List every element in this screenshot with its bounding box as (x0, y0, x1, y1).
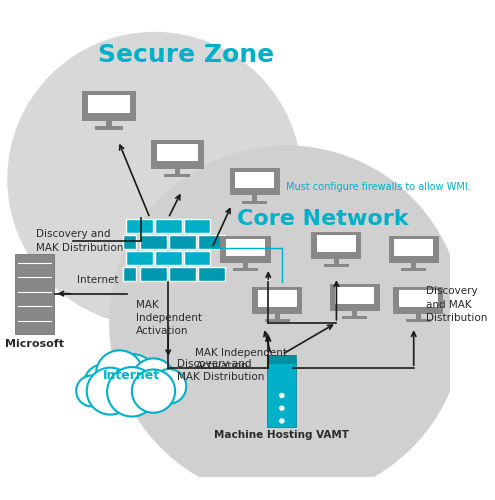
Text: Discovery
and MAK
Distribution: Discovery and MAK Distribution (426, 286, 487, 323)
Bar (258, 290, 297, 306)
Bar (155, 219, 182, 233)
Circle shape (279, 406, 285, 411)
Bar (352, 311, 357, 316)
Bar (394, 239, 433, 256)
Circle shape (132, 358, 175, 402)
Bar (252, 286, 302, 314)
Circle shape (84, 364, 124, 405)
Bar (123, 235, 136, 249)
Bar (416, 314, 421, 319)
Bar (342, 316, 367, 319)
Text: Core Network: Core Network (237, 209, 408, 229)
Text: Secure Zone: Secure Zone (99, 42, 274, 66)
Bar (15, 254, 53, 334)
Circle shape (76, 376, 107, 406)
Bar (265, 319, 290, 322)
Bar (334, 259, 339, 264)
Text: Machine Hosting VAMT: Machine Hosting VAMT (214, 430, 349, 440)
Circle shape (87, 368, 134, 414)
Text: MAK Independent
Activation: MAK Independent Activation (196, 348, 288, 372)
Bar (242, 200, 267, 203)
Circle shape (107, 367, 156, 416)
Circle shape (109, 146, 464, 500)
Circle shape (7, 32, 302, 326)
Bar (220, 236, 270, 262)
Text: Discovery and
MAK Distribution: Discovery and MAK Distribution (36, 230, 124, 252)
Bar (233, 268, 258, 271)
Bar (267, 354, 297, 364)
Circle shape (132, 370, 175, 413)
Bar (235, 172, 274, 188)
Bar (198, 267, 225, 281)
Bar (106, 121, 112, 126)
Bar (164, 174, 191, 177)
Text: Internet: Internet (103, 369, 160, 382)
Circle shape (96, 350, 143, 398)
Bar (393, 286, 443, 314)
Bar (226, 239, 265, 256)
Bar (169, 267, 196, 281)
Text: Must configure firewalls to allow WMI.: Must configure firewalls to allow WMI. (287, 182, 471, 192)
Bar (275, 314, 280, 319)
Bar (140, 235, 167, 249)
Bar (126, 219, 153, 233)
Bar (311, 232, 361, 259)
Circle shape (104, 354, 160, 410)
Bar (230, 168, 280, 196)
Bar (184, 219, 210, 233)
Bar (155, 251, 182, 265)
Bar (184, 251, 210, 265)
Bar (82, 92, 137, 121)
Circle shape (279, 418, 285, 424)
Bar (123, 267, 136, 281)
Bar (252, 196, 257, 200)
Bar (169, 235, 196, 249)
Bar (335, 287, 374, 304)
Bar (126, 251, 153, 265)
Bar (198, 235, 225, 249)
Bar (389, 236, 439, 262)
Bar (330, 284, 380, 311)
Circle shape (151, 369, 186, 404)
Bar (267, 354, 297, 428)
Bar (88, 95, 130, 113)
Bar (317, 235, 356, 252)
Bar (411, 262, 416, 268)
Bar (401, 268, 426, 271)
Bar (157, 144, 198, 161)
Text: MAK
Independent
Activation: MAK Independent Activation (137, 300, 202, 337)
Bar (140, 267, 167, 281)
Text: Discovery and
MAK Distribution: Discovery and MAK Distribution (177, 359, 265, 382)
Bar (324, 264, 349, 268)
Bar (175, 168, 180, 174)
Bar (399, 290, 438, 306)
Text: Microsoft: Microsoft (5, 339, 64, 349)
Bar (243, 262, 248, 268)
Circle shape (279, 393, 285, 398)
Bar (151, 140, 203, 168)
Text: Internet: Internet (77, 274, 119, 284)
Bar (406, 319, 431, 322)
Bar (96, 126, 123, 130)
